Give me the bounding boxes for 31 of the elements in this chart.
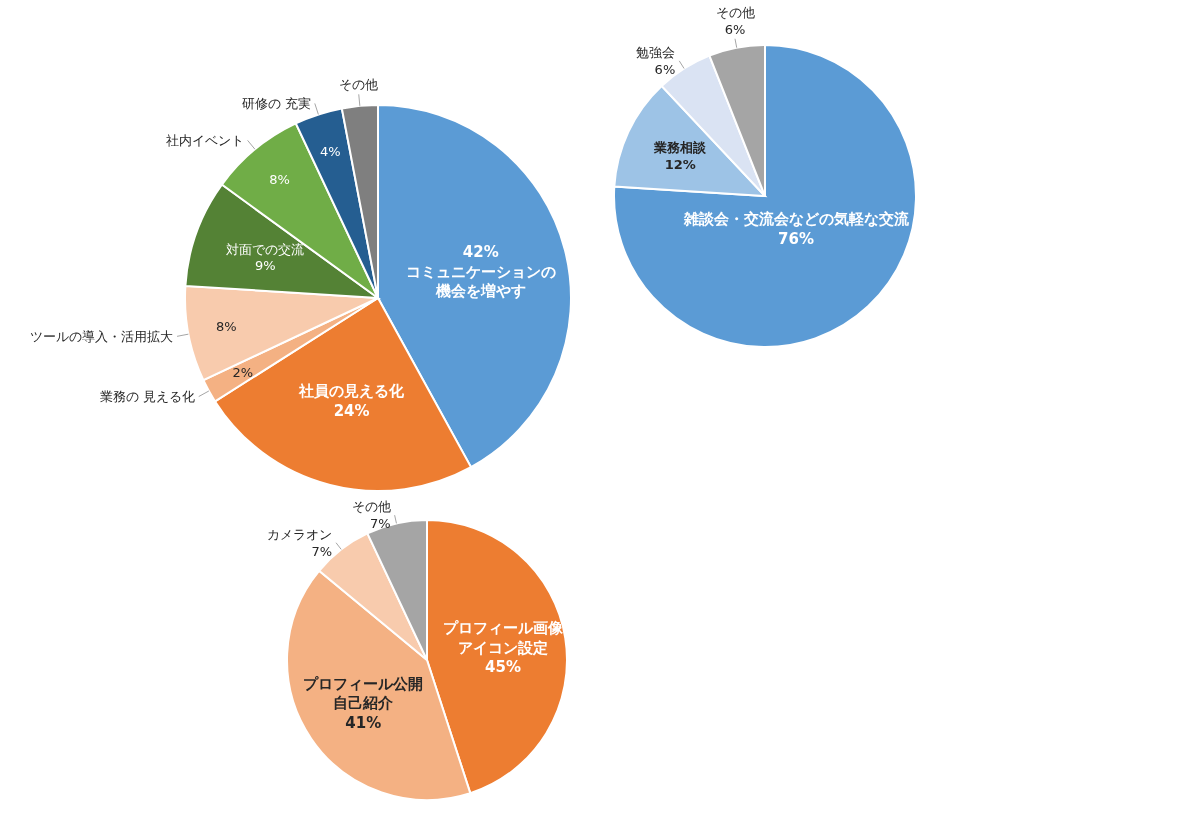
slice-label: 社内イベント (165, 132, 244, 148)
data-label: 7% (311, 543, 333, 559)
data-label: 6% (654, 61, 676, 77)
slice-label: その他 (351, 499, 391, 515)
data-label: 76% (778, 229, 814, 248)
data-label: 9% (255, 258, 276, 274)
slice-label: プロフィール画像アイコン設定 (443, 619, 565, 657)
data-label: 12% (664, 157, 696, 173)
slice-label: その他 (339, 77, 379, 93)
slice-label: 対面での交流 (226, 241, 305, 257)
slice-label: コミュニケーションの機会を増やす (405, 262, 556, 301)
slice-label: その他 (715, 4, 755, 20)
data-label: 2% (232, 364, 254, 380)
data-label: 8% (216, 319, 237, 335)
data-label: 42% (462, 243, 499, 262)
data-label: 24% (333, 401, 370, 420)
slice-label: カメラオン (267, 526, 333, 542)
data-label: 8% (269, 171, 290, 187)
slice-label: 業務相談 (653, 140, 708, 156)
data-label: 7% (370, 516, 391, 532)
slice-label: 研修の 充実 (241, 95, 311, 111)
data-label: 45% (485, 658, 522, 677)
slice-label: 勉強会 (636, 44, 676, 60)
slice-label: 雑談会・交流会などの気軽な交流 (682, 210, 910, 229)
data-label: 41% (345, 713, 382, 732)
slice-label: 業務の 見える化 (99, 389, 195, 405)
slice-label: 社員の見える化 (298, 382, 406, 401)
slice-label: ツールの導入・活用拡大 (30, 328, 174, 344)
data-label: 4% (319, 143, 341, 159)
data-label: 6% (724, 21, 746, 37)
slice-label: プロフィール公開自己紹介 (303, 674, 424, 713)
